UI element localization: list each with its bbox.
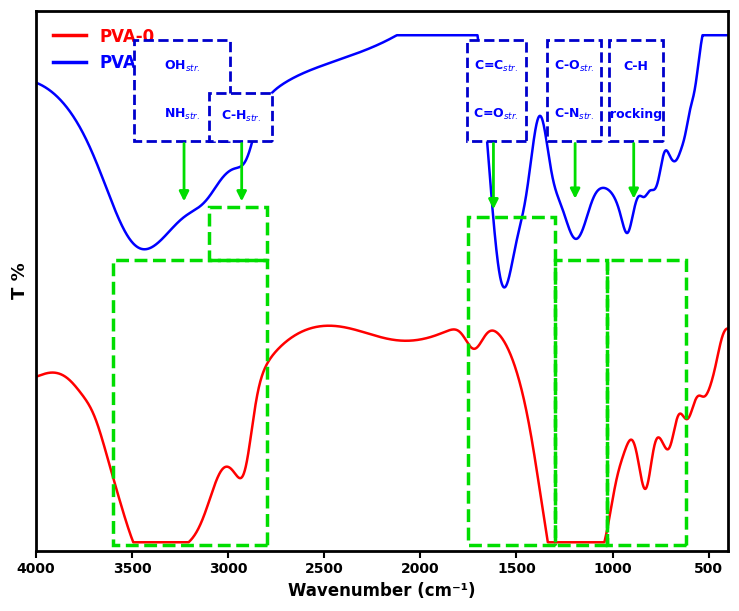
- PVA-0: [566, 539, 575, 546]
- PVA-0: [723, 325, 732, 332]
- PVA-0: [114, 492, 123, 499]
- PVA-0: [247, 429, 256, 436]
- Bar: [607, 260, 686, 545]
- Bar: [113, 260, 267, 545]
- Bar: [469, 218, 555, 545]
- Text: C=C$_{str.}$: C=C$_{str.}$: [474, 59, 519, 74]
- Text: C-N$_{str.}$: C-N$_{str.}$: [554, 107, 594, 122]
- PVA-1: [32, 79, 41, 86]
- Y-axis label: T %: T %: [11, 263, 29, 299]
- Bar: [466, 40, 526, 141]
- Text: C-H: C-H: [623, 60, 648, 73]
- Bar: [555, 260, 607, 545]
- Bar: [548, 40, 601, 141]
- PVA-1: [115, 216, 123, 224]
- PVA-1: [75, 123, 84, 131]
- PVA-0: [324, 322, 333, 329]
- PVA-1: [247, 142, 256, 149]
- PVA-0: [32, 373, 41, 381]
- Bar: [209, 207, 267, 260]
- Bar: [209, 93, 273, 141]
- PVA-1: [723, 32, 732, 39]
- Line: PVA-1: PVA-1: [36, 35, 728, 287]
- PVA-1: [566, 229, 575, 236]
- Text: C-O$_{str.}$: C-O$_{str.}$: [554, 59, 594, 74]
- PVA-1: [392, 32, 401, 39]
- Text: C=O$_{str.}$: C=O$_{str.}$: [474, 107, 520, 122]
- Legend: PVA-0, PVA-1: PVA-0, PVA-1: [44, 20, 163, 81]
- Bar: [134, 40, 230, 141]
- PVA-0: [75, 388, 84, 395]
- PVA-1: [500, 284, 509, 291]
- Text: rocking: rocking: [610, 108, 661, 121]
- X-axis label: Wavenumber (cm⁻¹): Wavenumber (cm⁻¹): [288, 582, 476, 600]
- PVA-0: [510, 361, 519, 368]
- Bar: [609, 40, 663, 141]
- Text: C-H$_{str.}$: C-H$_{str.}$: [221, 109, 261, 125]
- PVA-1: [114, 214, 123, 221]
- Text: NH$_{str.}$: NH$_{str.}$: [164, 107, 200, 122]
- PVA-0: [115, 495, 123, 502]
- PVA-0: [129, 539, 137, 546]
- PVA-1: [510, 248, 519, 255]
- Text: OH$_{str.}$: OH$_{str.}$: [164, 59, 200, 74]
- Line: PVA-0: PVA-0: [36, 326, 728, 543]
